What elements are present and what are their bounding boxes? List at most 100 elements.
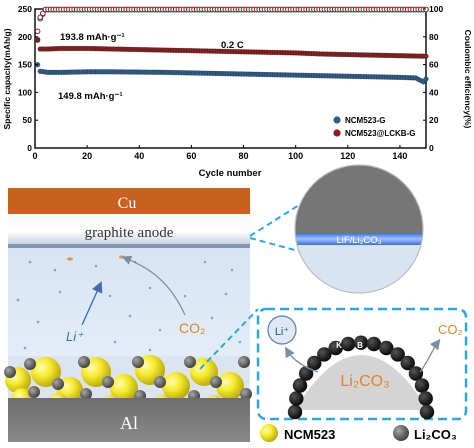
x-axis-ticks: 0 20 40 60 80 100 120 140 [32, 145, 407, 161]
li-ion-circle [267, 315, 297, 345]
kb-bead [390, 347, 405, 362]
capacity-point-ncm523-g [423, 76, 429, 82]
electrolyte-dot [203, 260, 207, 264]
ncm523-particle [216, 372, 244, 400]
left-tick-label: 50 [23, 115, 33, 125]
x-tick-label: 140 [392, 151, 407, 161]
anode-label: graphite anode [85, 225, 174, 241]
zoom-line-top [249, 199, 308, 237]
kb-bead [307, 355, 322, 371]
efficiency-point-ncm523-lckb-g [40, 10, 46, 17]
legend-marker-ncm523-lckb-g [333, 129, 341, 137]
electrolyte-dot [113, 340, 117, 344]
battery-cross-section: Cu graphite anode Li⁺ CO₂ Al [4, 188, 252, 442]
electrolyte-dot [128, 314, 132, 318]
x-axis-label: Cycle number [199, 168, 262, 179]
kb-bead [400, 355, 415, 371]
anode-bottom-band [8, 244, 250, 248]
li2co3-particle [102, 376, 114, 388]
co2-bubble [119, 255, 125, 259]
co2-evolution-arrow [121, 255, 186, 316]
left-tick-label: 200 [18, 32, 32, 42]
electrolyte-dot [28, 260, 32, 264]
ncm523-legend-label: NCM523 [284, 427, 335, 442]
li2co3-legend-icon [393, 425, 409, 441]
left-tick-label: 150 [18, 60, 32, 70]
li2co3-particle [78, 356, 90, 368]
aluminum-collector [8, 398, 250, 442]
annotation-g-capacity: 149.8 mAh·g⁻¹ [58, 91, 123, 102]
li2co3-particle [24, 358, 36, 370]
ncm523-particle [31, 357, 61, 387]
aluminum-label: Al [120, 413, 138, 433]
right-tick-label: 20 [429, 115, 439, 125]
efficiency-point-ncm523-lckb-g [34, 28, 41, 35]
ncm523-particle [162, 372, 190, 400]
kb-bead [353, 335, 369, 350]
right-tick-label: 80 [429, 32, 439, 42]
legend-label-ncm523-g: NCM523-G [345, 116, 385, 125]
electrolyte-dot [23, 346, 27, 350]
kb-bead [418, 391, 433, 406]
left-tick-label: 100 [18, 87, 32, 97]
lif-label: LiF/Li₂CO₃ [336, 235, 381, 246]
electrolyte-dot [36, 320, 40, 324]
kb-bead [328, 340, 343, 356]
li2co3-particle [184, 356, 196, 368]
co2-arrow-right [419, 338, 441, 373]
li-transport-arrow [81, 281, 103, 326]
k-label: K [336, 341, 342, 350]
x-tick-label: 100 [288, 151, 303, 161]
right-axis-label: Coulombic efficiency(%) [463, 30, 473, 129]
efficiency-point-ncm523-lckb-g [37, 14, 44, 21]
co2-bubble [67, 257, 73, 261]
kb-bead [366, 336, 382, 352]
li-ion-circle-label: Li⁺ [275, 326, 290, 338]
electrolyte-dot [158, 328, 162, 332]
electrolyte-dot [108, 294, 112, 298]
right-tick-label: 0 [429, 143, 434, 153]
cycling-chart: 0 20 40 60 80 100 120 140 0 50 100 150 200 250 0 20 40… [2, 4, 473, 179]
electrolyte-dot [224, 292, 228, 296]
electrolyte-region [8, 248, 250, 356]
kb-bead [292, 378, 308, 393]
copper-label: Cu [118, 195, 137, 212]
co2-label-right: CO₂ [438, 322, 463, 337]
x-tick-label: 20 [82, 151, 92, 161]
li2co3-particle [80, 388, 92, 400]
li2co3-particle [4, 366, 16, 378]
kb-bead [340, 336, 356, 352]
zoom-line-cathode [199, 308, 259, 370]
right-tick-label: 100 [429, 4, 443, 14]
li2co3-particle [154, 376, 166, 388]
kb-bead [287, 404, 303, 420]
x-tick-label: 60 [186, 151, 196, 161]
li-ion-label: Li⁺ [66, 329, 84, 344]
ncm523-legend-icon [260, 424, 278, 442]
li2co3-particle [52, 378, 64, 390]
electrolyte-dot [238, 340, 242, 344]
electrolyte-dot [58, 290, 62, 294]
ncm523-particle [110, 374, 138, 402]
electrolyte-dot [148, 348, 152, 352]
kb-bead [317, 347, 332, 362]
li-arrow-right [285, 346, 319, 373]
kb-bead [414, 378, 430, 393]
legend-marker-ncm523-g [333, 116, 341, 124]
kb-bead-chain [287, 335, 435, 420]
li2co3-legend-label: Li₂CO₃ [414, 427, 457, 442]
left-tick-label: 250 [18, 4, 32, 14]
electrolyte-dot [94, 264, 98, 268]
sei-zoom-circle: LiF/Li₂CO₃ [294, 164, 424, 294]
particle-surface [295, 355, 428, 410]
left-axis-label: Specific capacity(mAh/g) [2, 28, 12, 129]
annotation-lckb-capacity: 193.8 mAh·g⁻¹ [60, 32, 125, 43]
li2co3-particle [28, 386, 40, 398]
left-tick-label: 0 [27, 143, 32, 153]
capacity-point-ncm523-lckb-g [423, 53, 429, 59]
left-axis-ticks: 0 50 100 150 200 250 [18, 4, 38, 153]
right-tick-label: 60 [429, 60, 439, 70]
right-axis-ticks: 0 20 40 60 80 100 [423, 4, 443, 153]
zoom-line-bottom [249, 237, 303, 253]
